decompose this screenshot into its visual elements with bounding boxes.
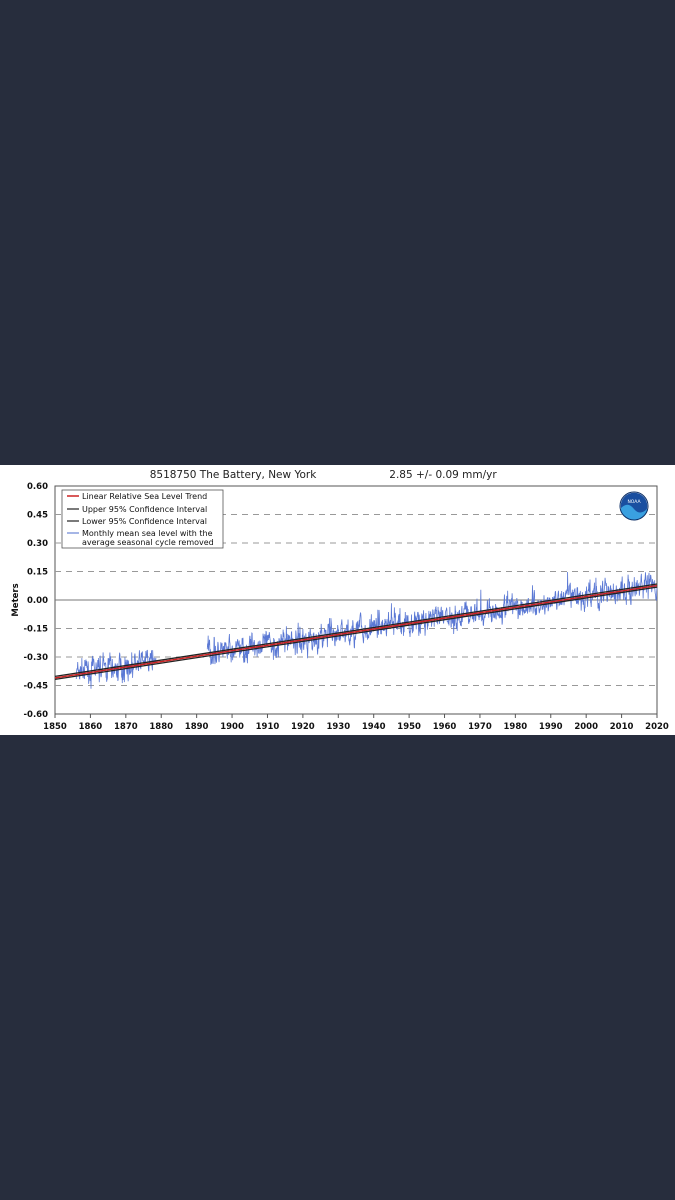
trend-layer	[54, 583, 658, 681]
lower-ci-line	[54, 586, 658, 681]
y-tick-label: 0.00	[27, 596, 48, 606]
y-tick-label: -0.60	[24, 710, 49, 720]
legend-box	[61, 489, 224, 549]
x-tick-label: 1870	[114, 722, 138, 732]
upper-ci-line	[54, 583, 658, 678]
x-tick-label: 2020	[645, 722, 669, 732]
legend: Linear Relative Sea Level Trend Upper 95…	[61, 489, 224, 549]
x-tick-label: 1930	[326, 722, 350, 732]
trend-rate-label: 2.85 +/- 0.09 mm/yr	[389, 469, 497, 481]
x-tick-label: 1950	[397, 722, 421, 732]
x-tick-label: 1900	[220, 722, 244, 732]
x-tick-label: 1860	[79, 722, 103, 732]
legend-item-lower-ci: Lower 95% Confidence Interval	[82, 517, 207, 526]
x-tick-label: 1970	[468, 722, 492, 732]
x-tick-label: 2000	[574, 722, 598, 732]
x-tick-label: 1890	[185, 722, 209, 732]
chart-svg: 8518750 The Battery, New York 2.85 +/- 0…	[11, 469, 669, 732]
chart-title: 8518750 The Battery, New York	[150, 469, 318, 481]
y-axis-ticks: 0.60 0.45 0.30 0.15 0.00 -0.15 -0.30 -0.45 -0.60	[24, 482, 49, 720]
y-tick-label: -0.15	[24, 625, 49, 635]
x-tick-label: 1980	[504, 722, 528, 732]
x-tick-label: 1850	[43, 722, 67, 732]
x-tick-label: 1920	[291, 722, 315, 732]
x-tick-label: 1990	[539, 722, 563, 732]
noaa-logo: NOAA	[619, 491, 649, 521]
legend-item-upper-ci: Upper 95% Confidence Interval	[82, 505, 207, 514]
y-tick-label: 0.15	[27, 568, 48, 578]
x-tick-label: 1940	[362, 722, 386, 732]
y-tick-label: -0.45	[24, 682, 49, 692]
y-tick-label: 0.45	[27, 511, 48, 521]
x-tick-label: 2010	[610, 722, 634, 732]
x-tick-label: 1910	[256, 722, 280, 732]
x-axis-ticks: 1850 1860 1870 1880 1890 1900 1910 1920 1930 1940…	[43, 714, 669, 732]
x-tick-label: 1960	[433, 722, 457, 732]
legend-item-monthly-line1: Monthly mean sea level with the	[82, 529, 213, 538]
chart-panel: 8518750 The Battery, New York 2.85 +/- 0…	[0, 465, 675, 735]
legend-item-trend: Linear Relative Sea Level Trend	[82, 492, 207, 501]
legend-item-monthly-line2: average seasonal cycle removed	[82, 538, 214, 547]
noaa-logo-text: NOAA	[627, 499, 641, 505]
y-tick-label: -0.30	[24, 653, 49, 663]
y-tick-label: 0.30	[27, 539, 48, 549]
y-tick-label: 0.60	[27, 482, 48, 492]
trend-line	[54, 584, 658, 679]
x-tick-label: 1880	[149, 722, 173, 732]
y-axis-label: Meters	[11, 583, 21, 616]
